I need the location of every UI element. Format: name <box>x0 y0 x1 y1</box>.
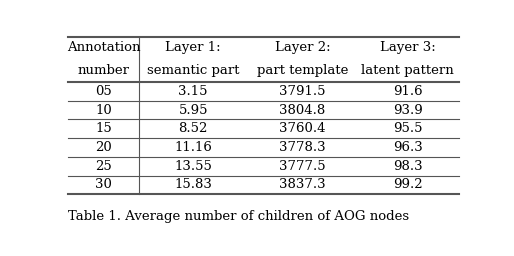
Text: 98.3: 98.3 <box>393 160 423 173</box>
Text: 3837.3: 3837.3 <box>279 178 326 191</box>
Text: part template: part template <box>257 64 348 77</box>
Text: 99.2: 99.2 <box>393 178 423 191</box>
Text: 15.83: 15.83 <box>174 178 212 191</box>
Text: 05: 05 <box>95 85 112 98</box>
Text: 3777.5: 3777.5 <box>279 160 326 173</box>
Text: 93.9: 93.9 <box>393 104 423 116</box>
Text: number: number <box>78 64 130 77</box>
Text: semantic part: semantic part <box>147 64 240 77</box>
Text: Layer 2:: Layer 2: <box>274 41 331 55</box>
Text: 3760.4: 3760.4 <box>279 122 326 135</box>
Text: 20: 20 <box>95 141 112 154</box>
Text: 96.3: 96.3 <box>393 141 423 154</box>
Text: 13.55: 13.55 <box>174 160 212 173</box>
Text: 8.52: 8.52 <box>178 122 208 135</box>
Text: 95.5: 95.5 <box>393 122 423 135</box>
Text: Annotation: Annotation <box>67 41 140 55</box>
Text: 91.6: 91.6 <box>393 85 423 98</box>
Text: latent pattern: latent pattern <box>361 64 454 77</box>
Text: 3804.8: 3804.8 <box>279 104 325 116</box>
Text: 30: 30 <box>95 178 112 191</box>
Text: 3.15: 3.15 <box>178 85 208 98</box>
Text: 25: 25 <box>95 160 112 173</box>
Text: 3791.5: 3791.5 <box>279 85 326 98</box>
Text: 5.95: 5.95 <box>178 104 208 116</box>
Text: Layer 3:: Layer 3: <box>380 41 436 55</box>
Text: 10: 10 <box>95 104 112 116</box>
Text: 15: 15 <box>95 122 112 135</box>
Text: 11.16: 11.16 <box>174 141 212 154</box>
Text: 3778.3: 3778.3 <box>279 141 326 154</box>
Text: Layer 1:: Layer 1: <box>166 41 221 55</box>
Text: Table 1. Average number of children of AOG nodes: Table 1. Average number of children of A… <box>68 209 409 222</box>
